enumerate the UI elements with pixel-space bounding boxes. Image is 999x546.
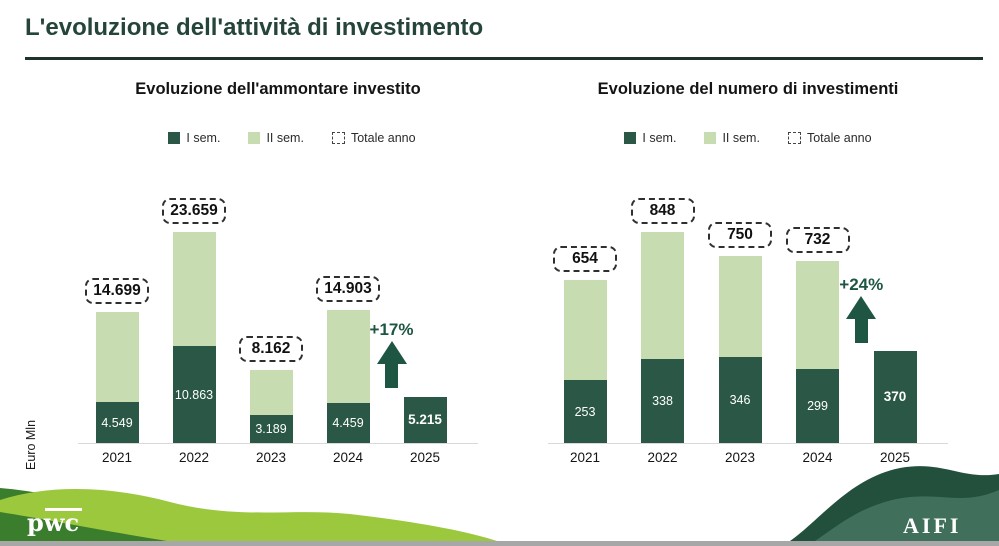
bar-2025: 370 (873, 350, 917, 443)
bar-2024: 299 (796, 260, 839, 443)
bar-value-label: 338 (652, 393, 673, 408)
x-axis-tick-2024: 2024 (332, 450, 364, 465)
bar-segment-sem1: 3.189 (249, 414, 293, 443)
legend-item-totale: Totale anno (787, 131, 872, 145)
title-divider (25, 57, 983, 60)
bar-segment-sem2 (563, 280, 607, 381)
pwc-wave (0, 488, 497, 541)
bar-value-label: 4.549 (101, 415, 133, 430)
bar-value-label: 10.863 (174, 387, 214, 402)
legend-number: I sem. II sem. Totale anno (548, 131, 948, 145)
bar-2021: 253 (563, 280, 607, 443)
bar-2024: 4.459 (326, 310, 370, 443)
chart-title-number: Evoluzione del numero di investimenti (597, 80, 899, 98)
x-axis-tick-2024: 2024 (802, 450, 833, 465)
bar-segment-sem2 (172, 232, 216, 347)
legend-label: Totale anno (350, 131, 416, 145)
legend-item-sem1: I sem. (168, 131, 220, 145)
pwc-logo-overline (45, 508, 82, 511)
growth-percentage-label: +24% (839, 274, 884, 294)
bar-segment-sem2 (796, 260, 839, 369)
aifi-wave-front-shape (815, 490, 999, 541)
total-anno-box: 23.659 (162, 198, 226, 224)
legend-label: I sem. (642, 131, 677, 145)
legend-label: I sem. (186, 131, 221, 145)
bar-value-label: 346 (729, 392, 751, 407)
bar-2023: 3.189 (249, 370, 293, 443)
bar-segment-sem2 (326, 310, 370, 404)
total-anno-box: 14.903 (316, 276, 380, 303)
y-axis-label: Euro Mln (24, 419, 38, 470)
aifi-wave (790, 466, 999, 541)
bottom-edge-bar (0, 541, 999, 546)
legend-item-sem1: I sem. (624, 131, 676, 145)
x-axis-tick-2022: 2022 (647, 450, 678, 465)
bar-segment-sem2 (641, 232, 684, 359)
total-anno-box: 654 (553, 246, 617, 273)
legend-item-totale: Totale anno (331, 131, 416, 145)
total-anno-box: 8.162 (239, 336, 303, 363)
bar-2023: 346 (718, 256, 762, 443)
bar-segment-sem1: 5.215 (403, 396, 447, 443)
sem1-swatch-icon (168, 132, 181, 144)
totale-anno-dashed-icon (331, 132, 345, 144)
bar-segment-sem1: 346 (718, 356, 762, 443)
bar-segment-sem1: 370 (873, 350, 917, 443)
bar-value-label: 3.189 (255, 421, 287, 436)
bar-segment-sem1: 10.863 (172, 346, 216, 443)
legend-item-sem2: II sem. (248, 131, 304, 145)
x-axis-tick-2021: 2021 (101, 450, 133, 465)
growth-up-arrow-stem (854, 318, 868, 343)
legend-label: II sem. (266, 131, 304, 145)
bar-segment-sem1: 299 (796, 368, 839, 443)
total-anno-box: 848 (630, 198, 695, 224)
bar-2022: 10.863 (172, 232, 216, 443)
bar-value-label: 253 (574, 404, 596, 419)
x-axis-tick-2025: 2025 (409, 450, 441, 465)
x-axis-tick-2021: 2021 (569, 450, 601, 465)
bar-2021: 4.549 (95, 311, 139, 443)
legend-item-sem2: II sem. (704, 131, 760, 145)
totale-anno-dashed-icon (787, 132, 801, 144)
bar-segment-sem1: 338 (641, 358, 684, 443)
sem2-swatch-icon (704, 132, 717, 144)
bar-2022: 338 (641, 232, 684, 443)
aifi-logo: AIFI (903, 513, 962, 538)
x-axis-tick-2025: 2025 (879, 450, 911, 465)
bar-value-label: 5.215 (408, 412, 442, 428)
growth-up-arrow-stem (385, 364, 398, 389)
bar-segment-sem1: 253 (563, 380, 607, 443)
bar-segment-sem1: 4.549 (95, 402, 139, 443)
bar-value-label: 4.459 (332, 416, 364, 431)
sem1-swatch-icon (624, 132, 637, 144)
x-axis-tick-2023: 2023 (255, 450, 287, 465)
page-title: L'evoluzione dell'attività di investimen… (25, 14, 484, 41)
bar-segment-sem2 (95, 311, 139, 403)
legend-amount: I sem. II sem. Totale anno (78, 131, 492, 145)
chart-amount-plot: 4.549 2021 14.699 10.863 2022 23.659 3.189 2023… (78, 180, 478, 465)
legend-label: Totale anno (806, 131, 872, 145)
bar-segment-sem1: 4.459 (326, 403, 370, 443)
growth-up-arrow-icon (376, 341, 407, 365)
growth-up-arrow-icon (846, 295, 877, 319)
pwc-logo: pwc (27, 508, 80, 537)
total-anno-box: 732 (785, 226, 850, 253)
legend-label: II sem. (722, 131, 760, 145)
growth-percentage-label: +17% (369, 320, 414, 340)
sem2-swatch-icon (248, 132, 261, 144)
chart-number-plot: 253 2021 654 338 2022 848 346 2023 750 299 2024 732… (548, 180, 948, 465)
x-axis-tick-2023: 2023 (724, 450, 756, 465)
chart-title-amount: Evoluzione dell'ammontare investito (135, 80, 421, 98)
bar-2025: 5.215 (403, 396, 447, 443)
total-anno-box: 750 (708, 222, 772, 249)
bar-segment-sem2 (718, 256, 762, 357)
bar-value-label: 370 (883, 389, 907, 405)
bar-segment-sem2 (249, 370, 293, 415)
bar-value-label: 299 (807, 398, 828, 413)
x-axis-tick-2022: 2022 (178, 450, 210, 465)
total-anno-box: 14.699 (85, 277, 149, 304)
pwc-wave-light-shape (0, 488, 497, 541)
